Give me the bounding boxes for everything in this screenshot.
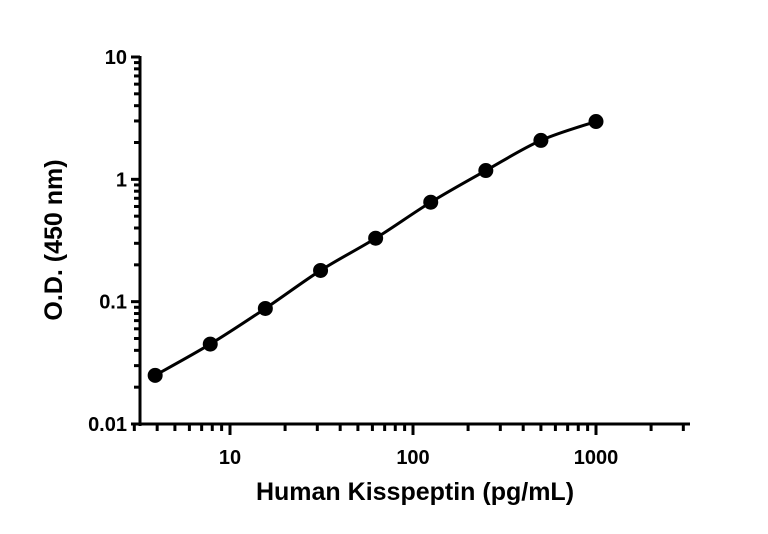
y-axis-title: O.D. (450 nm): [40, 159, 68, 320]
x-tick-label: 100: [396, 447, 429, 469]
data-point: [533, 132, 549, 148]
y-tick-label: 10: [105, 47, 127, 69]
data-point: [588, 113, 604, 129]
x-axis-title: Human Kisspeptin (pg/mL): [256, 478, 574, 506]
data-point: [147, 367, 163, 383]
x-tick-label: 10: [219, 447, 241, 469]
data-point: [368, 230, 384, 246]
axes: 0.01 0.1 1 10 10 100 1000: [88, 47, 690, 469]
y-tick-label: 1: [116, 169, 127, 191]
x-tick-label: 1000: [574, 447, 619, 469]
fit-line: [154, 120, 597, 377]
data-point: [478, 163, 494, 179]
data-point: [313, 262, 329, 278]
fit-curve: [154, 120, 597, 377]
y-tick-label: 0.01: [88, 414, 127, 436]
data-point: [202, 336, 218, 352]
data-point: [423, 194, 439, 210]
data-points: [147, 113, 604, 383]
data-point: [257, 300, 273, 316]
y-tick-label: 0.1: [99, 292, 127, 314]
